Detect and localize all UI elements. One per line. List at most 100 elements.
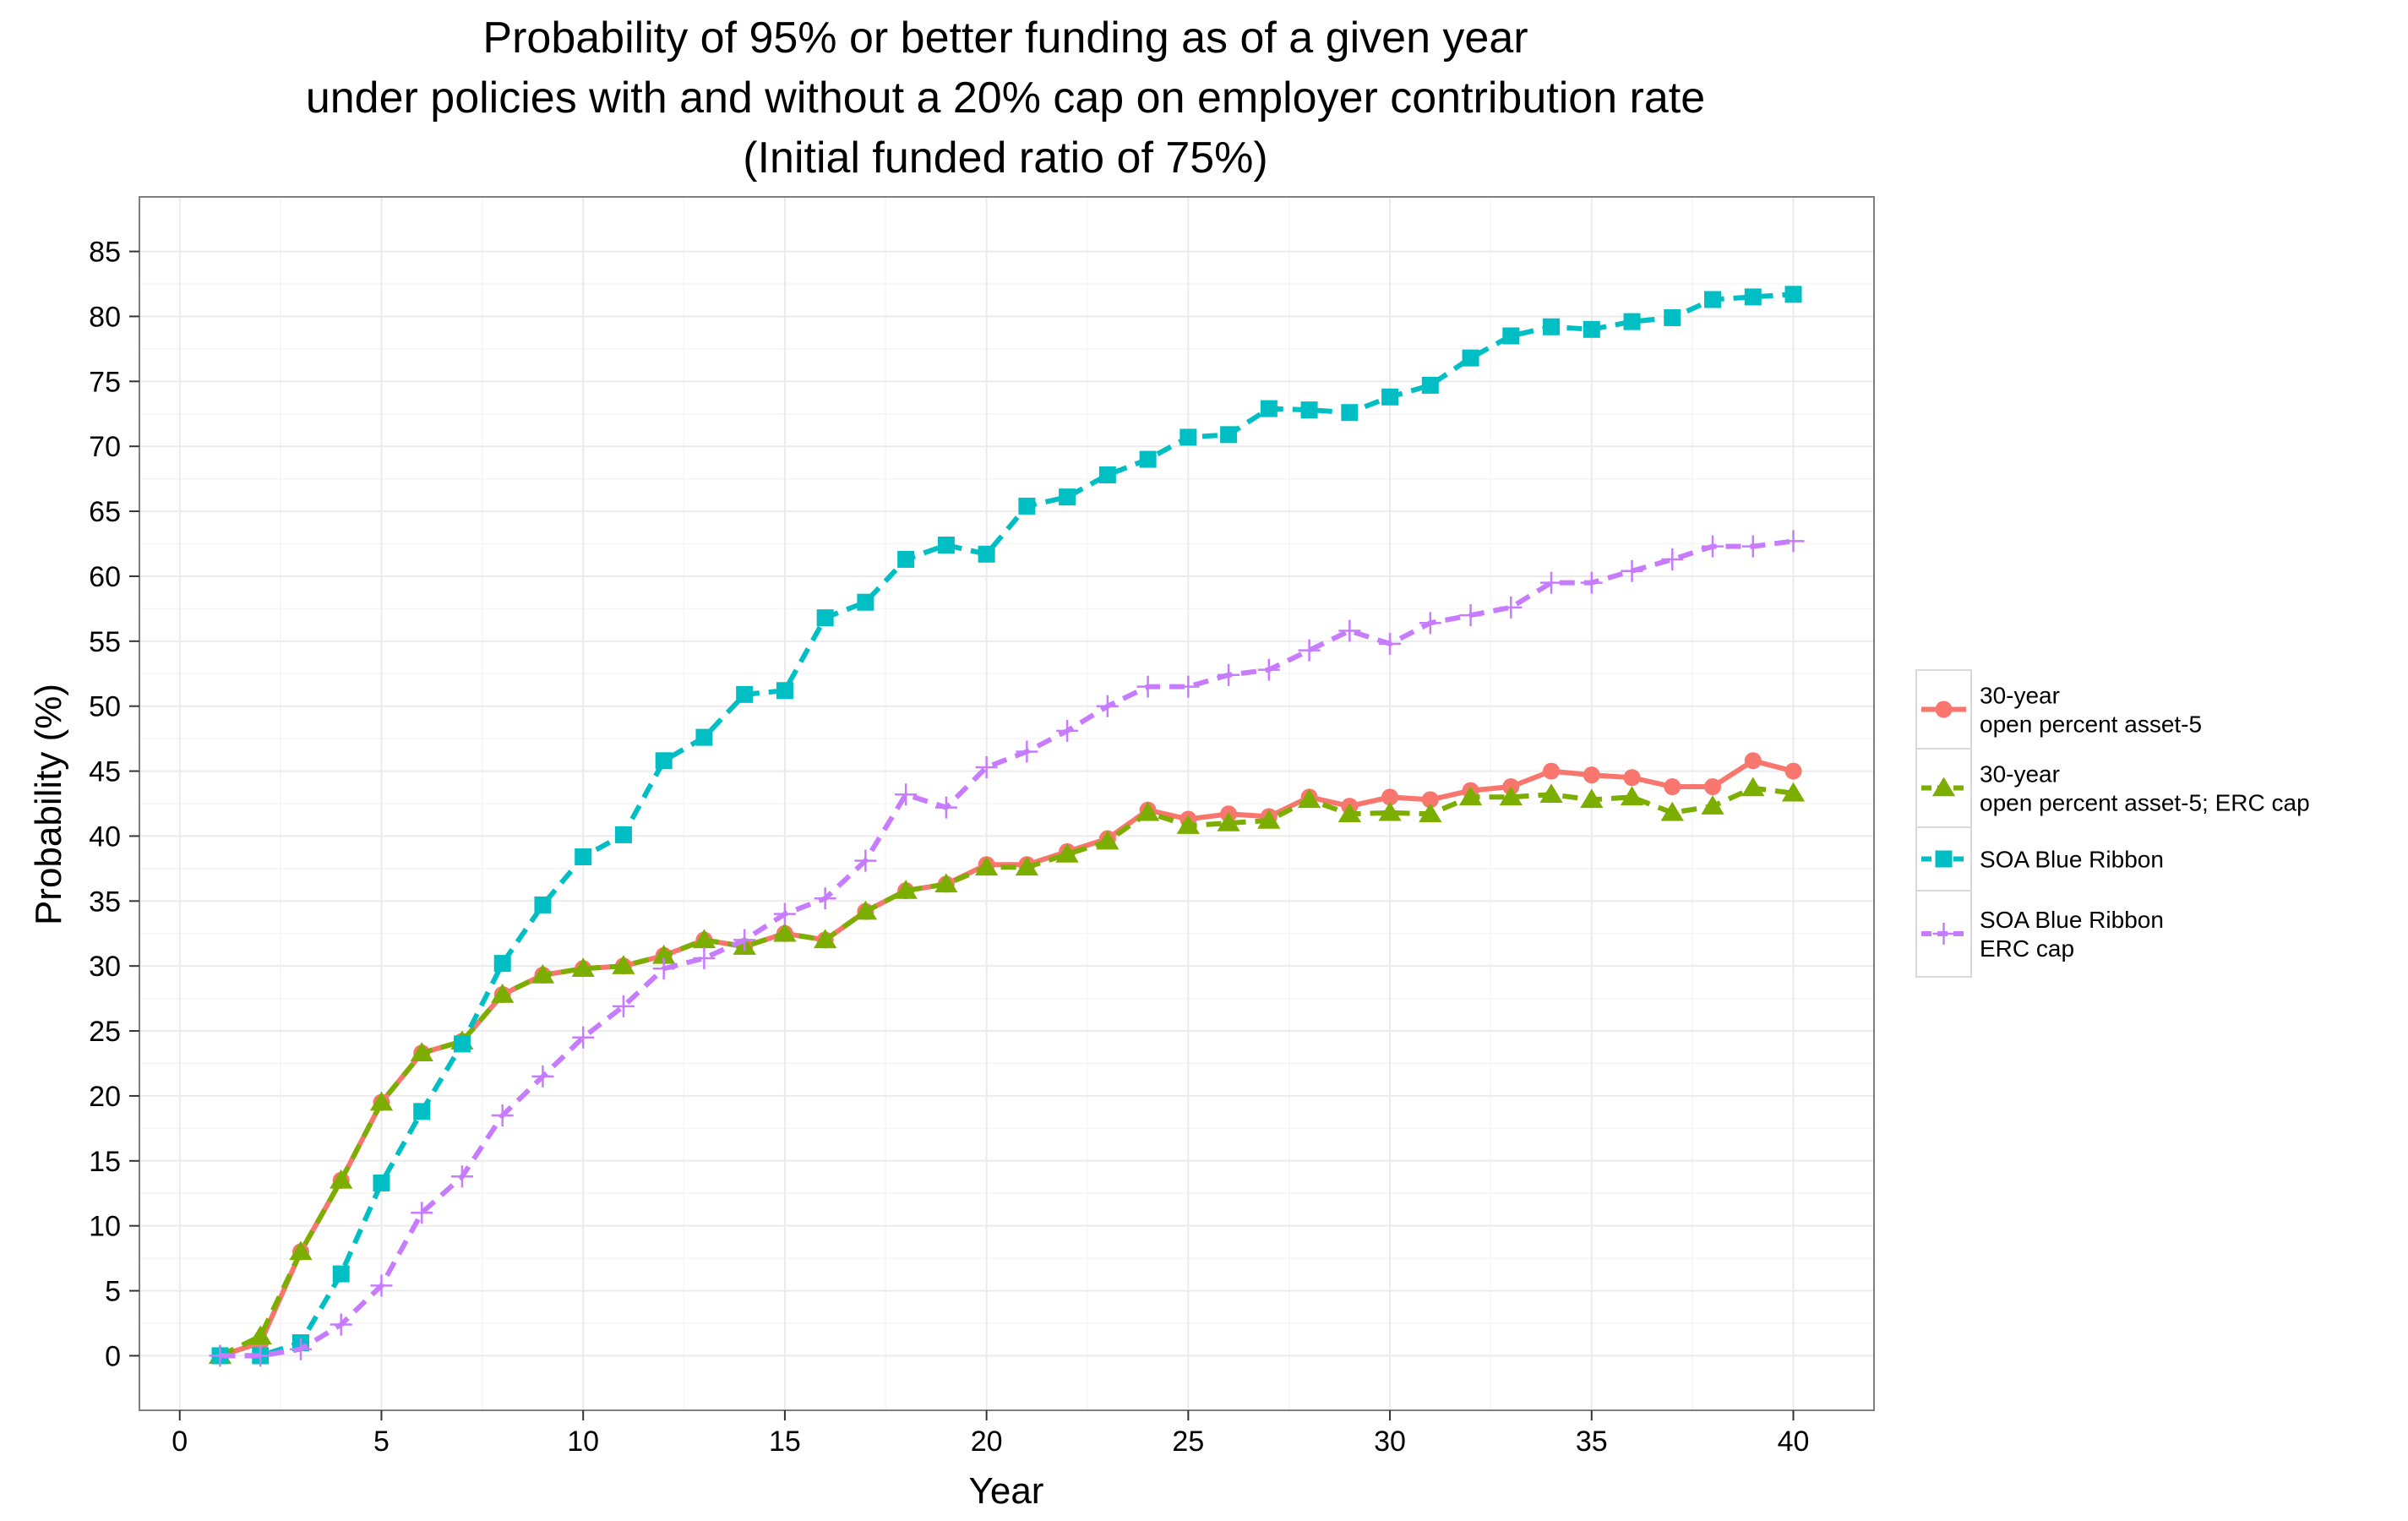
series-4-point — [1500, 596, 1523, 619]
y-tick-label: 60 — [89, 561, 121, 593]
series-4-point — [1218, 663, 1240, 686]
series-4-point — [612, 995, 635, 1017]
series-2-point — [1257, 809, 1281, 829]
series-2-line — [219, 785, 1794, 1359]
series-4-point — [652, 957, 675, 980]
series-2-point — [1660, 801, 1684, 821]
series-4-point — [1621, 559, 1643, 582]
series-layer — [208, 286, 1806, 1367]
series-3-point — [575, 848, 592, 866]
x-tick-label: 15 — [769, 1426, 801, 1458]
series-2-point — [692, 929, 716, 949]
x-axis: 0 5 10 15 20 25 30 35 40 — [172, 1410, 1809, 1458]
series-4-point — [370, 1274, 393, 1297]
series-3-point — [655, 752, 673, 770]
y-tick-label: 20 — [89, 1081, 121, 1113]
x-tick-label: 10 — [567, 1426, 599, 1458]
series-2-point — [1741, 777, 1765, 797]
series-4-point — [1016, 740, 1038, 763]
series-3-point — [1098, 466, 1116, 484]
legend-item-4-key-point — [1932, 923, 1955, 945]
series-4-point — [1338, 619, 1361, 642]
y-tick-label: 70 — [89, 431, 121, 463]
series-2-point — [1499, 786, 1523, 806]
series-4-point — [249, 1344, 272, 1367]
y-tick-label: 0 — [105, 1340, 121, 1372]
series-2-point — [1096, 830, 1120, 850]
series-4 — [209, 530, 1805, 1367]
legend-item-3-label: SOA Blue Ribbon — [1980, 847, 2164, 873]
series-2-point — [1580, 788, 1604, 809]
x-tick-label: 40 — [1778, 1426, 1810, 1458]
series-2 — [208, 777, 1806, 1365]
series-2-point — [853, 900, 878, 920]
series-3-point — [1664, 308, 1681, 326]
series-3-point — [1744, 288, 1762, 306]
series-3-point — [534, 896, 552, 913]
series-2-point — [330, 1169, 353, 1189]
x-tick-label: 5 — [373, 1426, 390, 1458]
series-4-point — [1379, 632, 1402, 655]
series-3-point — [1543, 318, 1561, 335]
series-3-point — [1300, 401, 1318, 419]
series-4-point — [975, 755, 998, 778]
series-2-point — [1217, 812, 1240, 831]
y-tick-label: 75 — [89, 366, 121, 398]
series-4-point — [1056, 719, 1079, 742]
legend-item-2-label: 30-year — [1980, 761, 2060, 788]
series-2-point — [531, 963, 555, 984]
series-3-point — [816, 609, 834, 627]
series-4-point — [531, 1065, 554, 1088]
series-4-point — [209, 1344, 232, 1367]
series-2-point — [1781, 782, 1806, 802]
series-4-point — [773, 902, 796, 925]
series-3-point — [493, 955, 511, 973]
series-1-point — [1704, 778, 1722, 796]
x-tick-label: 35 — [1576, 1426, 1608, 1458]
series-2-point — [1136, 801, 1160, 821]
series-3-point — [978, 545, 995, 563]
series-3-point — [332, 1265, 350, 1283]
series-2-point — [248, 1325, 272, 1345]
series-2-point — [612, 955, 635, 974]
y-tick-label: 50 — [89, 691, 121, 723]
series-3-point — [1179, 428, 1197, 446]
series-4-point — [450, 1165, 473, 1188]
y-tick-label: 85 — [89, 237, 121, 269]
y-axis-title: Probability (%) — [28, 684, 69, 925]
series-2-point — [934, 873, 958, 893]
series-2-point — [1337, 803, 1361, 823]
series-3-point — [1583, 320, 1600, 338]
series-4-point — [1136, 675, 1159, 698]
series-3-point — [1704, 291, 1722, 308]
series-4-point — [1459, 604, 1482, 627]
series-4-point — [1782, 530, 1805, 553]
y-tick-label: 65 — [89, 496, 121, 528]
title-line-3: (Initial funded ratio of 75%) — [743, 134, 1267, 183]
series-3 — [211, 286, 1802, 1365]
series-3-point — [1623, 313, 1641, 330]
series-4-point — [411, 1202, 433, 1224]
series-3-line — [220, 292, 1794, 1359]
series-2-point — [571, 957, 595, 978]
series-1-point — [1784, 762, 1802, 780]
series-3-point — [453, 1035, 471, 1053]
series-3-point — [695, 728, 713, 746]
grid-minor — [139, 197, 1874, 1410]
x-tick-label: 30 — [1374, 1426, 1406, 1458]
series-1-point — [1421, 791, 1439, 809]
y-tick-label: 55 — [89, 626, 121, 658]
x-axis-title: Year — [969, 1470, 1044, 1512]
series-4-point — [1741, 535, 1764, 558]
series-2-point — [1419, 803, 1442, 823]
y-tick-label: 30 — [89, 951, 121, 983]
legend-item-2-label: open percent asset-5; ERC cap — [1980, 790, 2310, 816]
series-2-point — [1620, 786, 1644, 806]
series-3-point — [413, 1103, 431, 1120]
series-1-point — [1543, 762, 1561, 780]
series-2-point — [652, 944, 676, 964]
legend-item-3: SOA Blue Ribbon — [1916, 847, 2164, 891]
series-2-point — [369, 1091, 394, 1111]
